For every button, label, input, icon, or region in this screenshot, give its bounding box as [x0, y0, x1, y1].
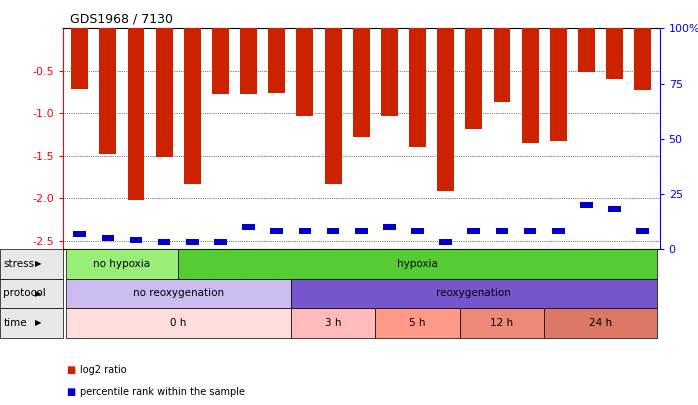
- Bar: [493, 28, 510, 102]
- Bar: [468, 228, 480, 234]
- Text: ▶: ▶: [35, 259, 42, 269]
- Bar: [158, 239, 170, 245]
- Text: 12 h: 12 h: [491, 318, 514, 328]
- Bar: [437, 28, 454, 191]
- Bar: [383, 224, 396, 230]
- Bar: [409, 28, 426, 147]
- Bar: [242, 224, 255, 230]
- Bar: [270, 228, 283, 234]
- Bar: [637, 228, 649, 234]
- Text: 5 h: 5 h: [409, 318, 426, 328]
- Text: time: time: [3, 318, 27, 328]
- Text: 3 h: 3 h: [325, 318, 341, 328]
- Bar: [496, 228, 508, 234]
- Text: reoxygenation: reoxygenation: [436, 288, 511, 298]
- Bar: [186, 239, 199, 245]
- Bar: [212, 28, 229, 94]
- Text: stress: stress: [3, 259, 35, 269]
- Bar: [466, 28, 482, 128]
- Bar: [325, 28, 341, 184]
- Bar: [327, 228, 339, 234]
- Text: 24 h: 24 h: [589, 318, 612, 328]
- Bar: [411, 228, 424, 234]
- Bar: [297, 28, 313, 116]
- Bar: [552, 228, 565, 234]
- Text: ■: ■: [66, 365, 75, 375]
- Text: log2 ratio: log2 ratio: [80, 365, 127, 375]
- Bar: [71, 28, 88, 90]
- Bar: [130, 237, 142, 243]
- Bar: [128, 28, 144, 200]
- Text: ▶: ▶: [35, 289, 42, 298]
- Bar: [156, 28, 172, 158]
- Text: ■: ■: [66, 388, 75, 397]
- Bar: [355, 228, 368, 234]
- Bar: [99, 28, 117, 154]
- Bar: [608, 207, 621, 212]
- Bar: [101, 235, 114, 241]
- Text: protocol: protocol: [3, 288, 46, 298]
- Bar: [352, 28, 370, 137]
- Text: ▶: ▶: [35, 318, 42, 328]
- Bar: [268, 28, 285, 93]
- Bar: [73, 231, 86, 237]
- Bar: [521, 28, 539, 143]
- Bar: [524, 228, 537, 234]
- Text: percentile rank within the sample: percentile rank within the sample: [80, 388, 245, 397]
- Bar: [606, 28, 623, 79]
- Bar: [381, 28, 398, 116]
- Text: hypoxia: hypoxia: [397, 259, 438, 269]
- Bar: [184, 28, 201, 184]
- Bar: [550, 28, 567, 141]
- Text: GDS1968 / 7130: GDS1968 / 7130: [70, 12, 173, 25]
- Bar: [214, 239, 227, 245]
- Bar: [439, 239, 452, 245]
- Bar: [578, 28, 595, 72]
- Bar: [634, 28, 651, 90]
- Bar: [240, 28, 257, 94]
- Bar: [580, 202, 593, 208]
- Bar: [299, 228, 311, 234]
- Text: 0 h: 0 h: [170, 318, 186, 328]
- Text: no hypoxia: no hypoxia: [94, 259, 151, 269]
- Text: no reoxygenation: no reoxygenation: [133, 288, 224, 298]
